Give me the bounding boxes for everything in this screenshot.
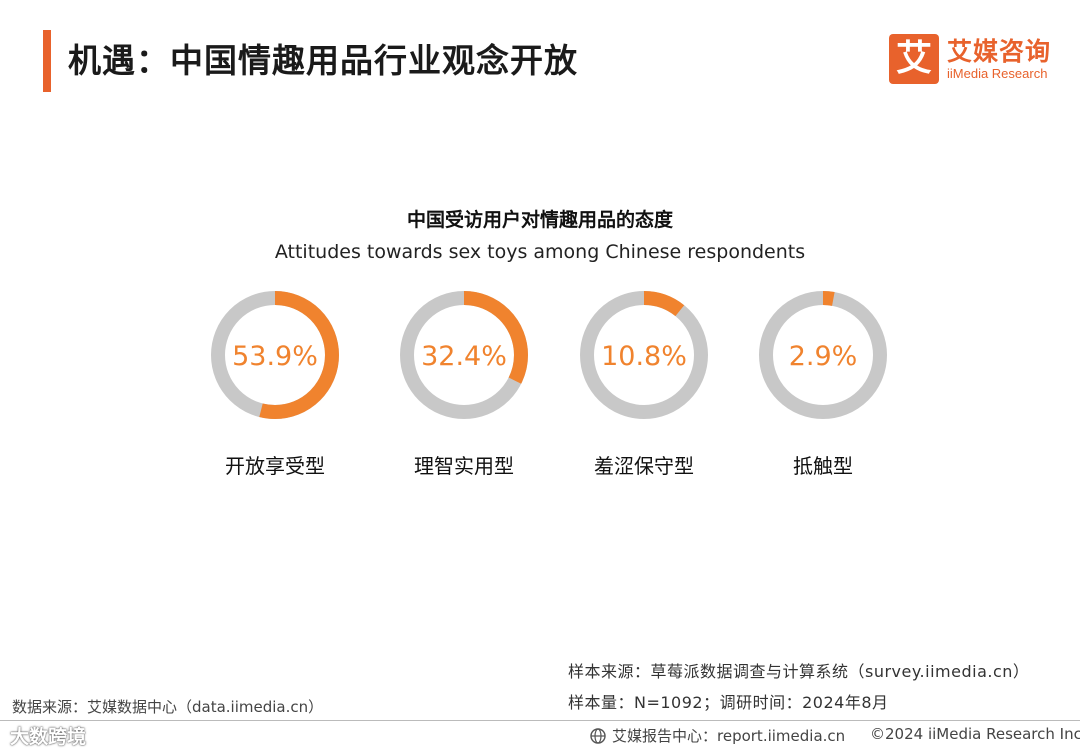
category-label: 开放享受型 [225, 454, 325, 478]
donut-slice [580, 291, 708, 419]
data-source: 数据来源：艾媒数据中心（data.iimedia.cn） [12, 698, 324, 716]
value-label: 53.9% [232, 341, 318, 372]
logo-name-en: iiMedia Research [947, 66, 1048, 81]
sample-size: 样本量：N=1092；调研时间：2024年8月 [568, 693, 889, 712]
title-accent-bar [43, 30, 51, 92]
value-label: 2.9% [789, 341, 858, 372]
value-label: 32.4% [421, 341, 507, 372]
logo-name-cn: 艾媒咨询 [947, 37, 1052, 66]
chart-title: 中国受访用户对情趣用品的态度 [406, 209, 673, 231]
donut-slice [759, 291, 887, 419]
report-center-text: 艾媒报告中心：report.iimedia.cn [612, 727, 846, 745]
logo-mark: 艾 [889, 34, 939, 84]
category-label: 羞涩保守型 [594, 454, 694, 478]
donut-1: 53.9% 开放享受型 [211, 291, 339, 478]
sample-source: 样本来源：草莓派数据调查与计算系统（survey.iimedia.cn） [568, 662, 1030, 681]
donut-3: 10.8% 羞涩保守型 [580, 291, 708, 478]
category-label: 抵触型 [793, 454, 853, 478]
donut-slice [400, 291, 528, 419]
page-title: 机遇：中国情趣用品行业观念开放 [68, 41, 578, 80]
globe-icon [590, 727, 606, 744]
value-label: 10.8% [601, 341, 687, 372]
donut-4: 2.9% 抵触型 [759, 291, 887, 478]
watermark: 大数跨境 [10, 726, 87, 748]
chart-subtitle: Attitudes towards sex toys among Chinese… [274, 241, 806, 263]
report-center: 艾媒报告中心：report.iimedia.cn [590, 725, 845, 746]
iimedia-logo: 艾 艾媒咨询 iiMedia Research [889, 34, 1069, 86]
donut-charts: 53.9% 开放享受型 32.4% 理智实用型 10.8% 羞涩保守型 2.9% 抵触型 [211, 291, 887, 478]
footer-divider [0, 720, 1080, 721]
donut-2: 32.4% 理智实用型 [400, 291, 528, 478]
donut-slice [211, 291, 339, 419]
copyright: ©2024 iiMedia Research Inc [870, 725, 1080, 743]
category-label: 理智实用型 [414, 454, 514, 478]
